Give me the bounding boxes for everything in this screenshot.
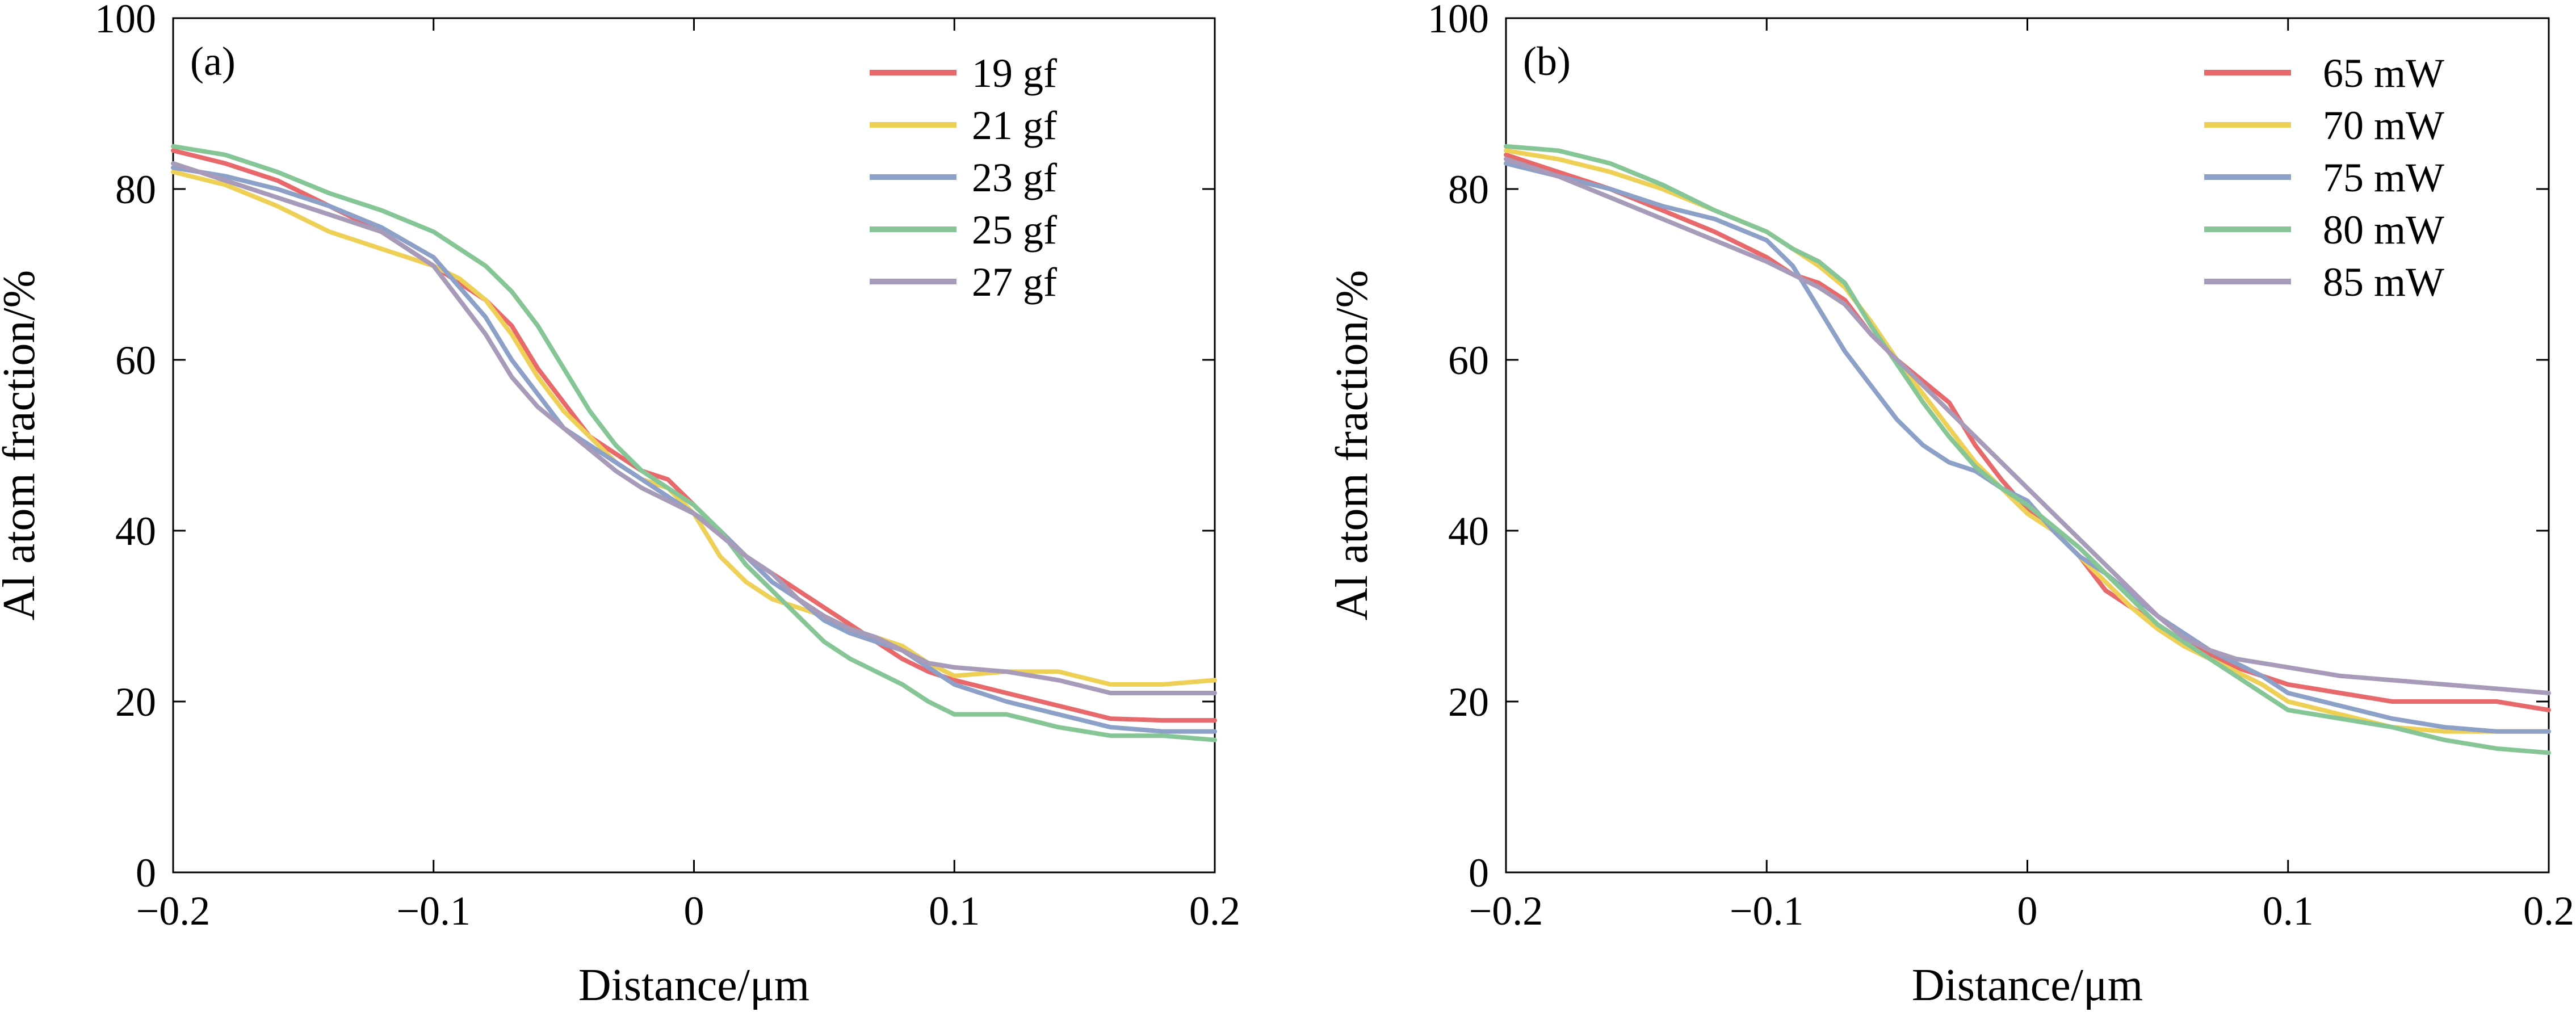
y-tick-label: 100 [95, 0, 156, 41]
legend-label: 19 gf [972, 51, 1057, 96]
series-line-19-gf [171, 148, 1217, 723]
series-line-27-gf [171, 161, 1217, 695]
chart-panel-a: −0.2 −0.1 0 0.1 0.2 0 20 40 60 80 100 Distance/μm Al… [0, 0, 1240, 1010]
y-axis-title: Al atom fraction/% [1327, 270, 1377, 621]
legend-label: 85 mW [2323, 259, 2444, 305]
series-line-65-mW [1504, 152, 2551, 712]
legend-label: 23 gf [972, 155, 1057, 200]
y-tick-label: 80 [115, 167, 156, 212]
series-line-85-mW [1504, 157, 2551, 695]
chart-panel-b: −0.2 −0.1 0 0.1 0.2 0 20 40 60 80 100 Distance/μm Al… [1327, 0, 2574, 1010]
legend: 65 mW 70 mW 75 mW 80 mW 85 mW [2204, 51, 2444, 305]
x-tick-label: 0.1 [929, 888, 980, 934]
legend: 19 gf 21 gf 23 gf 25 gf 27 gf [870, 51, 1057, 305]
y-tick-label: 60 [115, 338, 156, 383]
x-tick-label: 0 [684, 888, 704, 934]
legend-label: 25 gf [972, 207, 1057, 253]
series-line-23-gf [171, 165, 1217, 734]
x-axis-title: Distance/μm [1912, 960, 2143, 1010]
x-tick-label: −0.1 [1730, 888, 1804, 934]
plot-frame [172, 17, 1216, 874]
y-tick-label: 20 [115, 679, 156, 725]
y-axis-title: Al atom fraction/% [0, 270, 44, 621]
x-tick-label: 0.2 [1189, 888, 1240, 934]
y-tick-label: 0 [1469, 850, 1489, 896]
x-tick-label: 0.1 [2263, 888, 2314, 934]
x-axis-title: Distance/μm [578, 960, 809, 1010]
y-tick-label: 60 [1448, 338, 1489, 383]
series-line-80-mW [1504, 144, 2551, 755]
y-tick-label: 40 [1448, 509, 1489, 554]
y-tick-label: 100 [1428, 0, 1489, 41]
x-tick-label: −0.2 [136, 888, 211, 934]
panel-label: (a) [190, 39, 236, 84]
y-tick-label: 20 [1448, 679, 1489, 725]
x-tick-label: −0.2 [1469, 888, 1543, 934]
y-tick-label: 40 [115, 509, 156, 554]
x-tick-label: 0.2 [2523, 888, 2574, 934]
y-tick-label: 80 [1448, 167, 1489, 212]
x-tick-label: −0.1 [396, 888, 471, 934]
legend-label: 27 gf [972, 259, 1057, 305]
series-line-25-gf [171, 144, 1217, 742]
legend-label: 65 mW [2323, 51, 2444, 96]
legend-label: 75 mW [2323, 155, 2444, 200]
legend-label: 21 gf [972, 103, 1057, 148]
panel-label: (b) [1523, 39, 1571, 84]
series-line-21-gf [171, 169, 1217, 687]
legend-label: 80 mW [2323, 207, 2444, 253]
legend-label: 70 mW [2323, 103, 2444, 148]
x-tick-label: 0 [2017, 888, 2038, 934]
series-line-75-mW [1504, 161, 2551, 734]
y-tick-label: 0 [136, 850, 156, 896]
